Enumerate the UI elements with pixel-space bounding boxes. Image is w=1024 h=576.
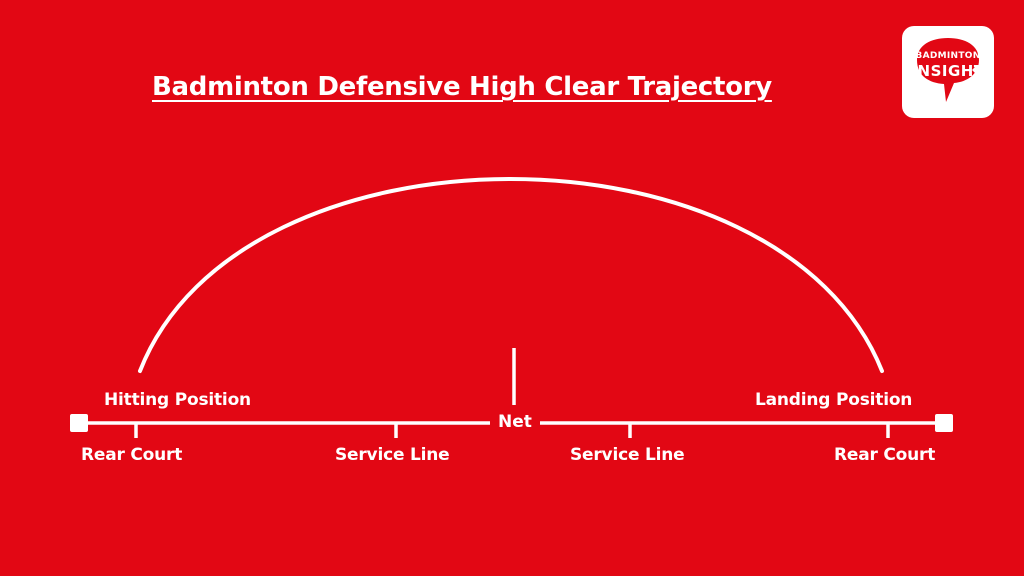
logo-text-line2: INSIGHT (911, 62, 985, 80)
rear-court-label-right: Rear Court (834, 445, 936, 465)
service-line-label-right: Service Line (570, 445, 685, 465)
hitting-position-label: Hitting Position (104, 390, 251, 410)
diagram-title: Badminton Defensive High Clear Trajector… (152, 72, 772, 102)
logo-text-line1: BADMINTON (915, 51, 981, 61)
rear-court-label-left: Rear Court (81, 445, 183, 465)
left-court-end-marker (70, 414, 88, 432)
shuttle-trajectory-arc (138, 177, 884, 373)
right-court-end-marker (935, 414, 953, 432)
landing-position-label: Landing Position (755, 390, 913, 410)
speech-bubble-icon (917, 38, 980, 102)
net-label: Net (490, 410, 540, 434)
badminton-insight-logo: BADMINTON INSIGHT (902, 26, 994, 118)
service-line-label-left: Service Line (335, 445, 450, 465)
